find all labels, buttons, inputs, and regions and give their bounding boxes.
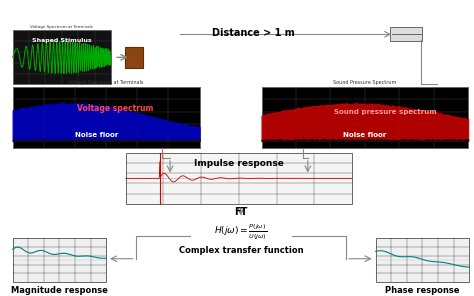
FancyBboxPatch shape: [262, 87, 468, 148]
Text: Voltage Spectrum at Terminals: Voltage Spectrum at Terminals: [68, 80, 144, 85]
Text: Impulse response: Impulse response: [194, 159, 284, 168]
FancyBboxPatch shape: [13, 87, 200, 148]
FancyBboxPatch shape: [126, 153, 352, 204]
Text: Sound pressure spectrum: Sound pressure spectrum: [334, 109, 437, 115]
Text: Voltage Spectrum at Terminals: Voltage Spectrum at Terminals: [30, 25, 93, 29]
Text: Distance > 1 m: Distance > 1 m: [212, 28, 295, 38]
Text: Noise floor: Noise floor: [75, 132, 118, 138]
FancyBboxPatch shape: [13, 30, 111, 84]
Text: Sound Pressure Spectrum: Sound Pressure Spectrum: [333, 80, 397, 85]
Text: FT: FT: [234, 207, 247, 217]
Text: $H(j\omega) = \frac{P(j\omega)}{U(j\omega)}$: $H(j\omega) = \frac{P(j\omega)}{U(j\omeg…: [214, 222, 268, 241]
FancyBboxPatch shape: [391, 28, 422, 41]
Text: Shaped Stimulus: Shaped Stimulus: [32, 38, 91, 43]
Text: Voltage spectrum: Voltage spectrum: [77, 104, 154, 113]
Text: Noise floor: Noise floor: [343, 132, 386, 138]
FancyBboxPatch shape: [125, 46, 143, 68]
FancyBboxPatch shape: [13, 238, 106, 282]
Text: Magnitude response: Magnitude response: [11, 286, 108, 295]
Text: Complex transfer function: Complex transfer function: [179, 246, 303, 255]
Text: Phase response: Phase response: [385, 286, 460, 295]
FancyBboxPatch shape: [375, 238, 469, 282]
